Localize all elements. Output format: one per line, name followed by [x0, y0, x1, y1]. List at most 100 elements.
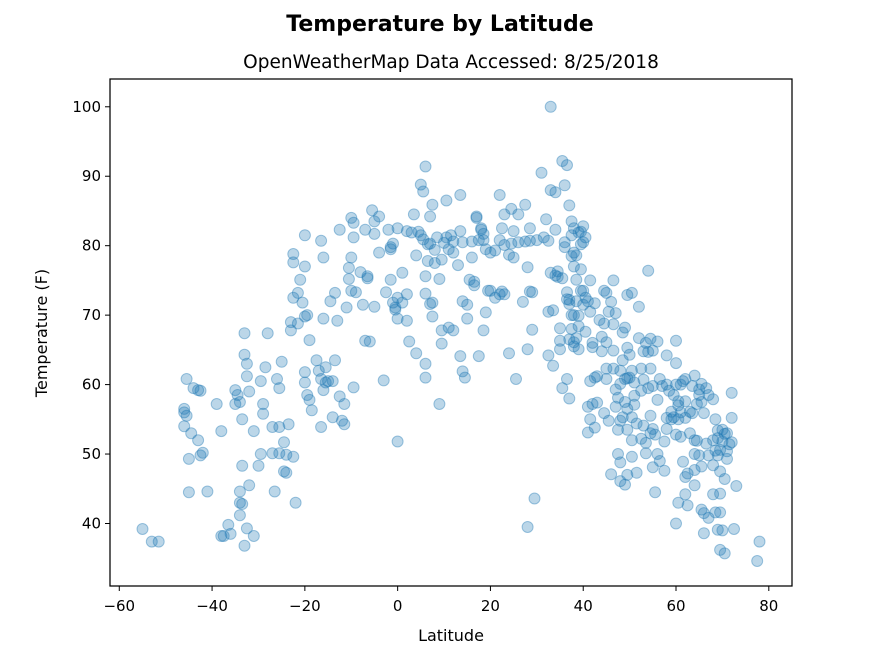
data-point [665, 405, 678, 418]
data-point [238, 348, 251, 361]
data-point [570, 249, 583, 262]
data-point [667, 411, 680, 424]
data-point [333, 223, 346, 236]
data-point [609, 383, 622, 396]
data-point [672, 395, 685, 408]
data-point [600, 362, 613, 375]
data-point [472, 350, 485, 363]
data-point [456, 295, 469, 308]
data-point [635, 432, 648, 445]
data-point [677, 455, 689, 468]
data-point [298, 366, 311, 379]
data-point [718, 427, 731, 440]
data-point [289, 496, 302, 509]
data-point [621, 289, 634, 301]
data-point [688, 448, 701, 460]
data-point [554, 334, 566, 347]
data-point [730, 480, 743, 492]
data-point [528, 492, 541, 505]
data-point [298, 310, 311, 323]
data-point [556, 382, 569, 395]
data-point [549, 269, 562, 282]
data-point [537, 231, 550, 244]
data-point [598, 407, 611, 420]
data-point [315, 421, 328, 433]
data-point [670, 357, 682, 370]
data-point [498, 208, 511, 221]
data-point [505, 237, 518, 250]
data-point [579, 325, 592, 338]
data-point [621, 402, 634, 415]
data-point [319, 361, 332, 374]
data-point [180, 373, 193, 385]
data-point [333, 390, 346, 403]
data-point [544, 184, 557, 197]
data-point [229, 398, 242, 410]
data-point [653, 373, 666, 385]
data-point [612, 448, 624, 460]
data-point [240, 522, 253, 535]
points-layer [136, 100, 766, 567]
data-point [240, 370, 253, 383]
data-point [595, 345, 608, 358]
data-point [753, 535, 766, 548]
data-point [549, 186, 562, 199]
data-point [326, 375, 339, 388]
data-point [470, 210, 483, 223]
data-point [563, 199, 576, 212]
data-point [561, 293, 573, 306]
data-point [479, 306, 492, 319]
data-point [273, 447, 286, 460]
data-point [637, 373, 650, 386]
data-point [484, 284, 497, 297]
data-point [600, 336, 613, 349]
data-point [565, 215, 578, 228]
chart-title: Temperature by Latitude [286, 12, 593, 37]
data-point [187, 382, 200, 395]
data-point [577, 236, 590, 249]
data-point [266, 421, 279, 433]
data-point [579, 291, 592, 304]
data-point [683, 427, 696, 440]
data-point [368, 215, 381, 228]
data-point [400, 225, 413, 238]
data-point [607, 344, 620, 357]
data-point [644, 362, 657, 375]
data-point [322, 375, 335, 388]
data-point [428, 257, 441, 269]
data-point [278, 436, 290, 449]
data-point [178, 406, 191, 419]
data-point [602, 414, 615, 427]
data-point [426, 310, 439, 323]
data-point [310, 354, 323, 367]
data-point [567, 246, 580, 259]
data-point [707, 488, 720, 501]
data-point [672, 413, 685, 426]
data-point [373, 246, 386, 259]
data-point [410, 249, 423, 262]
data-point [493, 189, 506, 201]
data-point [695, 377, 708, 390]
data-point [338, 398, 351, 410]
data-point [389, 303, 402, 316]
data-point [391, 312, 404, 325]
data-point [688, 479, 701, 492]
data-point [565, 250, 578, 263]
data-point [595, 330, 608, 343]
data-point [287, 291, 300, 304]
data-point [405, 226, 418, 239]
data-point [716, 524, 729, 537]
data-point [614, 475, 627, 488]
data-point [614, 364, 627, 377]
data-point [503, 347, 515, 360]
data-point [296, 296, 309, 309]
data-point [602, 305, 615, 318]
data-point [433, 273, 446, 285]
data-point [317, 384, 330, 397]
data-point [686, 380, 699, 392]
data-point [690, 434, 703, 447]
data-point [646, 344, 659, 357]
data-point [389, 301, 402, 314]
data-point [438, 236, 450, 249]
data-point [345, 251, 358, 264]
